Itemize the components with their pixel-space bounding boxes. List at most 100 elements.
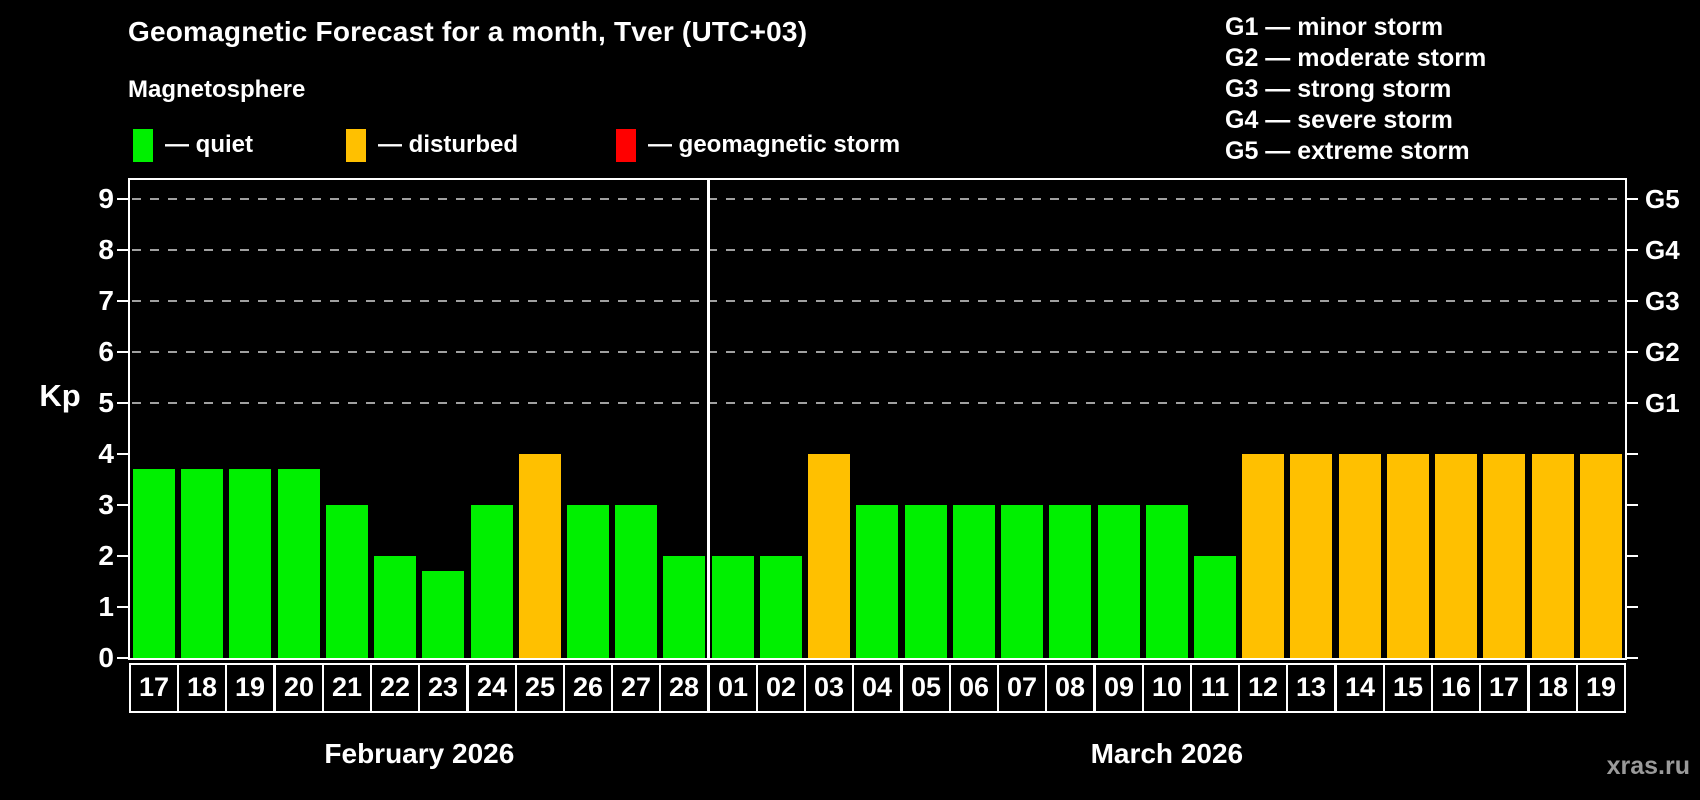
kp-bar — [1290, 454, 1332, 658]
day-label: 27 — [611, 663, 661, 713]
day-label: 01 — [708, 663, 758, 713]
g-axis-label: G4 — [1645, 235, 1680, 265]
y-tick-left — [117, 300, 130, 302]
storm-scale-line: G3 — strong storm — [1225, 75, 1452, 103]
day-label: 18 — [1528, 663, 1578, 713]
day-label: 06 — [949, 663, 999, 713]
kp-bar — [808, 454, 850, 658]
grid-line-kp6 — [132, 351, 1623, 353]
quiet-swatch-icon — [133, 128, 153, 162]
grid-line-kp9 — [132, 198, 1623, 200]
grid-line-kp5 — [132, 402, 1623, 404]
y-tick-label: 0 — [98, 642, 114, 673]
y-tick-right — [1625, 504, 1638, 506]
day-label: 18 — [177, 663, 227, 713]
y-tick-left — [117, 198, 130, 200]
day-label: 20 — [274, 663, 324, 713]
y-axis-title: Kp — [39, 378, 81, 413]
day-label: 03 — [804, 663, 854, 713]
kp-bar — [133, 469, 175, 658]
y-tick-left — [117, 351, 130, 353]
kp-bar — [1387, 454, 1429, 658]
kp-bar — [278, 469, 320, 658]
grid-line-kp8 — [132, 249, 1623, 251]
day-label: 26 — [563, 663, 613, 713]
storm-swatch-icon — [616, 128, 636, 162]
y-tick-right — [1625, 198, 1638, 200]
day-label: 23 — [418, 663, 468, 713]
kp-bar — [519, 454, 561, 658]
day-label: 12 — [1238, 663, 1288, 713]
legend-item-storm: — geomagnetic storm — [616, 128, 900, 162]
kp-bar — [181, 469, 223, 658]
storm-scale-line: G5 — extreme storm — [1225, 137, 1470, 165]
kp-bar — [374, 556, 416, 658]
day-label: 15 — [1383, 663, 1433, 713]
kp-bar — [1049, 505, 1091, 658]
day-label: 10 — [1142, 663, 1192, 713]
y-tick-left — [117, 657, 130, 659]
storm-scale-legend: G1 — minor storm G2 — moderate storm G3 — … — [1225, 12, 1486, 167]
day-label: 16 — [1431, 663, 1481, 713]
day-label: 02 — [756, 663, 806, 713]
kp-bar — [1242, 454, 1284, 658]
kp-bar — [712, 556, 754, 658]
g-axis-label: G1 — [1645, 388, 1680, 418]
day-label: 17 — [1479, 663, 1529, 713]
y-tick-left — [117, 504, 130, 506]
y-tick-right — [1625, 402, 1638, 404]
kp-bar — [1435, 454, 1477, 658]
legend-item-disturbed: — disturbed — [346, 128, 518, 162]
legend-item-label: — disturbed — [378, 131, 519, 158]
y-tick-label: 4 — [98, 438, 114, 469]
day-label: 21 — [322, 663, 372, 713]
day-label: 28 — [659, 663, 709, 713]
y-tick-right — [1625, 351, 1638, 353]
page-title: Geomagnetic Forecast for a month, Tver (… — [128, 16, 808, 47]
kp-bar — [1483, 454, 1525, 658]
disturbed-swatch-icon — [346, 128, 366, 162]
month-label: February 2026 — [324, 738, 515, 769]
kp-bar — [326, 505, 368, 658]
y-tick-right — [1625, 657, 1638, 659]
plot-area-border — [128, 178, 1627, 660]
storm-scale-line: G2 — moderate storm — [1225, 44, 1487, 72]
g-axis-label: G2 — [1645, 337, 1680, 367]
legend-item-label: — geomagnetic storm — [648, 131, 901, 158]
y-tick-label: 3 — [98, 489, 114, 520]
day-label: 11 — [1190, 663, 1240, 713]
grid-line-kp7 — [132, 300, 1623, 302]
y-tick-label: 1 — [98, 591, 114, 622]
magnetosphere-subtitle: Magnetosphere — [128, 76, 306, 103]
kp-bar — [663, 556, 705, 658]
y-tick-left — [117, 402, 130, 404]
y-tick-right — [1625, 249, 1638, 251]
kp-bar — [1098, 505, 1140, 658]
y-tick-right — [1625, 555, 1638, 557]
y-tick-right — [1625, 300, 1638, 302]
kp-bar — [953, 505, 995, 658]
y-tick-left — [117, 606, 130, 608]
storm-scale-line: G4 — severe storm — [1225, 106, 1453, 134]
kp-bar — [760, 556, 802, 658]
kp-bar — [422, 571, 464, 658]
kp-bar — [1580, 454, 1622, 658]
kp-bar — [856, 505, 898, 658]
y-tick-label: 2 — [98, 540, 114, 571]
kp-bar — [471, 505, 513, 658]
kp-bar — [1194, 556, 1236, 658]
kp-bar — [1532, 454, 1574, 658]
kp-bar — [615, 505, 657, 658]
y-tick-label: 9 — [98, 183, 114, 214]
y-tick-left — [117, 453, 130, 455]
kp-bar — [229, 469, 271, 658]
y-tick-label: 5 — [98, 387, 114, 418]
day-label: 25 — [515, 663, 565, 713]
day-label: 07 — [997, 663, 1047, 713]
legend-item-label: — quiet — [165, 131, 253, 158]
kp-bar — [905, 505, 947, 658]
day-label: 19 — [225, 663, 275, 713]
y-tick-left — [117, 555, 130, 557]
day-label: 17 — [129, 663, 179, 713]
kp-bar — [567, 505, 609, 658]
